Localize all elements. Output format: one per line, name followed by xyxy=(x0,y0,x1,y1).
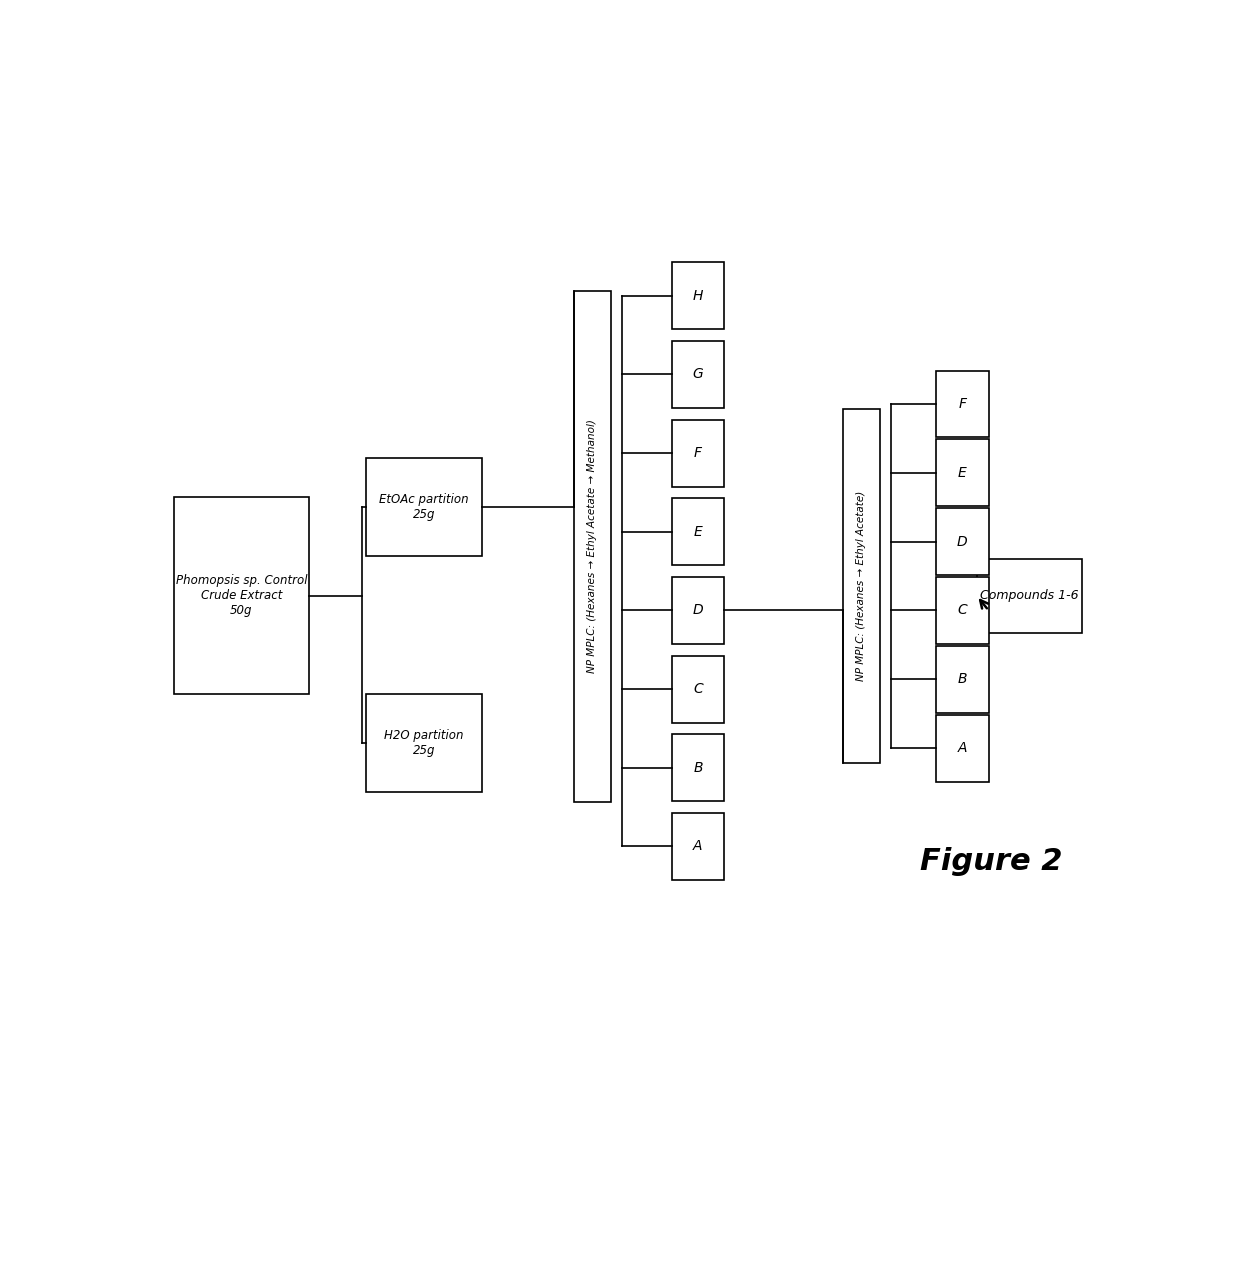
Bar xyxy=(672,498,724,566)
Text: H: H xyxy=(693,289,703,303)
Text: F: F xyxy=(694,446,702,460)
Bar xyxy=(936,715,988,782)
Text: H2O partition
25g: H2O partition 25g xyxy=(384,729,464,757)
Text: A: A xyxy=(957,741,967,755)
Bar xyxy=(936,370,988,438)
Bar xyxy=(936,646,988,713)
Text: Compounds 1-6: Compounds 1-6 xyxy=(980,589,1079,603)
Text: B: B xyxy=(693,761,703,775)
Text: C: C xyxy=(693,682,703,696)
Bar xyxy=(672,813,724,880)
Bar xyxy=(672,262,724,329)
Text: E: E xyxy=(693,525,702,539)
Bar xyxy=(843,409,879,762)
Text: G: G xyxy=(693,368,703,382)
Text: NP MPLC: (Hexanes → Ethyl Acetate): NP MPLC: (Hexanes → Ethyl Acetate) xyxy=(857,490,867,681)
Text: A: A xyxy=(693,839,703,853)
Text: F: F xyxy=(959,397,966,411)
Text: B: B xyxy=(957,672,967,686)
Bar xyxy=(977,559,1083,632)
Text: D: D xyxy=(957,535,967,549)
Bar xyxy=(936,508,988,575)
Bar xyxy=(367,458,481,557)
Text: Phomopsis sp. Control
Crude Extract
50g: Phomopsis sp. Control Crude Extract 50g xyxy=(176,575,308,617)
Text: D: D xyxy=(693,604,703,618)
Text: Figure 2: Figure 2 xyxy=(920,847,1063,876)
Bar xyxy=(367,695,481,792)
Bar xyxy=(672,655,724,723)
Bar xyxy=(672,577,724,644)
Bar xyxy=(672,341,724,407)
Bar xyxy=(174,497,309,695)
Text: E: E xyxy=(957,466,967,480)
Bar xyxy=(936,439,988,506)
Text: NP MPLC: (Hexanes → Ethyl Acetate → Methanol): NP MPLC: (Hexanes → Ethyl Acetate → Meth… xyxy=(588,420,598,673)
Bar xyxy=(672,734,724,801)
Bar xyxy=(574,291,610,802)
Text: C: C xyxy=(957,604,967,618)
Text: EtOAc partition
25g: EtOAc partition 25g xyxy=(379,493,469,521)
Bar xyxy=(672,420,724,487)
Bar xyxy=(936,577,988,644)
